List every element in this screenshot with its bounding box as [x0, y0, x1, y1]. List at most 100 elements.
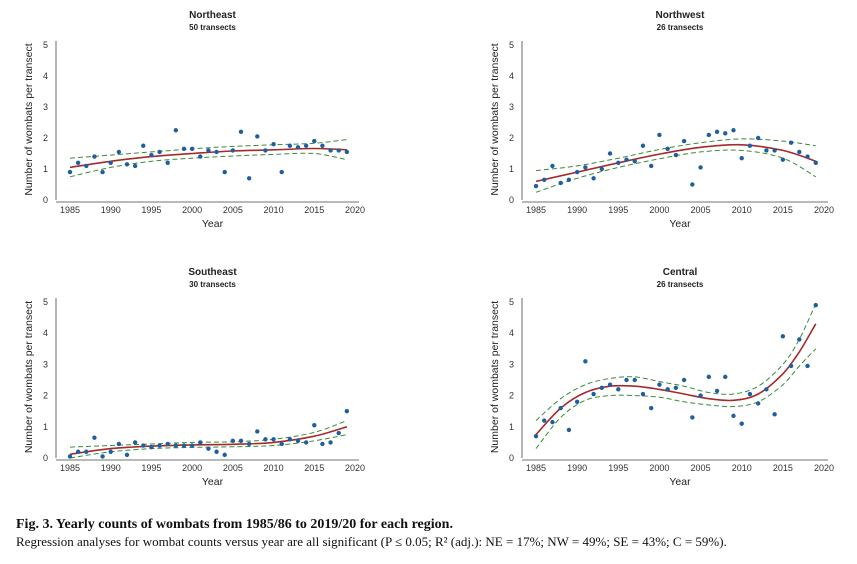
- x-axis-label: Year: [669, 218, 691, 230]
- x-tick-label: 1995: [608, 463, 628, 473]
- data-point: [624, 157, 629, 162]
- data-point: [640, 391, 646, 397]
- data-point: [132, 163, 138, 169]
- data-point: [271, 437, 276, 442]
- data-point: [788, 140, 794, 145]
- data-point: [255, 429, 260, 434]
- x-tick-label: 2010: [264, 205, 284, 215]
- data-point: [165, 160, 170, 165]
- y-tick-label: 4: [509, 328, 514, 338]
- data-point: [303, 143, 309, 148]
- data-point: [173, 443, 179, 448]
- caption-text: Regression analyses for wombat counts ve…: [16, 534, 727, 549]
- data-point: [690, 182, 695, 187]
- data-point: [230, 148, 236, 153]
- data-point: [805, 154, 810, 159]
- data-point: [533, 183, 539, 189]
- data-point: [173, 128, 179, 133]
- data-point: [279, 169, 284, 175]
- data-point: [772, 412, 777, 417]
- x-tick-label: 2005: [223, 205, 243, 215]
- x-tick-label: 2000: [649, 463, 669, 473]
- data-point: [698, 165, 703, 170]
- y-tick-label: 5: [509, 297, 514, 307]
- chart-panel-northeast: Northeast 50 transects 0 1 2 3 4 5 1985 1990 1995 2…: [23, 10, 365, 230]
- data-point: [238, 438, 244, 444]
- x-tick-label: 2015: [773, 205, 793, 215]
- y-tick-label: 1: [43, 422, 48, 432]
- data-point: [607, 382, 613, 387]
- data-point: [84, 163, 89, 169]
- data-point: [189, 146, 195, 152]
- y-tick-label: 4: [43, 71, 48, 81]
- data-point: [336, 430, 341, 436]
- data-point: [550, 163, 555, 169]
- data-point: [755, 135, 761, 141]
- data-point: [157, 149, 162, 155]
- data-point: [255, 134, 260, 139]
- data-point: [189, 443, 195, 448]
- data-point: [714, 129, 720, 134]
- data-point: [84, 449, 89, 454]
- x-tick-label: 2015: [773, 463, 793, 473]
- ci-upper-line: [535, 303, 817, 421]
- data-point: [780, 157, 786, 162]
- data-point: [100, 454, 105, 459]
- data-point: [230, 438, 236, 444]
- data-point: [108, 449, 113, 454]
- y-tick-label: 0: [43, 453, 48, 463]
- x-tick-label: 1990: [101, 205, 121, 215]
- data-point: [649, 405, 654, 411]
- data-point: [312, 138, 317, 144]
- data-point: [616, 387, 621, 392]
- y-axis-label: Number of wombats per transect: [489, 301, 501, 453]
- data-point: [788, 363, 794, 369]
- x-tick-label: 1995: [608, 205, 628, 215]
- data-point: [542, 418, 547, 423]
- y-tick-label: 2: [509, 133, 514, 143]
- data-point: [780, 334, 786, 339]
- panel-title: Northwest: [656, 10, 706, 21]
- data-point: [616, 160, 621, 165]
- data-point: [92, 435, 97, 440]
- data-point: [764, 387, 769, 392]
- data-point: [214, 149, 219, 155]
- data-point: [206, 446, 211, 451]
- data-point: [75, 449, 81, 454]
- x-tick-label: 1995: [141, 205, 161, 215]
- data-point: [805, 363, 810, 369]
- ci-upper-line: [535, 138, 816, 172]
- data-point: [747, 143, 753, 148]
- y-tick-label: 5: [43, 40, 48, 50]
- data-point: [591, 391, 596, 397]
- data-point: [336, 148, 341, 153]
- x-tick-label: 2005: [691, 463, 711, 473]
- x-tick-label: 2005: [223, 463, 243, 473]
- y-axis-label: Number of wombats per transect: [489, 43, 501, 195]
- y-tick-label: 2: [509, 391, 514, 401]
- y-tick-label: 1: [509, 422, 514, 432]
- chart-panel-central: Central 26 transects 0 1 2 3 4 5 1985 1990 1995 200…: [489, 267, 834, 488]
- data-point: [723, 131, 728, 136]
- data-point: [566, 177, 572, 183]
- data-point: [181, 443, 187, 448]
- data-point: [295, 145, 301, 150]
- data-point: [108, 160, 113, 165]
- data-point: [755, 401, 761, 406]
- data-point: [312, 423, 317, 428]
- x-tick-label: 2020: [814, 463, 834, 473]
- x-tick-label: 2020: [345, 205, 365, 215]
- x-tick-label: 2005: [691, 205, 711, 215]
- data-point: [673, 152, 679, 158]
- data-point: [246, 176, 252, 181]
- x-tick-label: 1990: [567, 463, 587, 473]
- data-point: [673, 385, 679, 390]
- data-point: [690, 415, 695, 420]
- data-point: [206, 148, 211, 153]
- regression-line: [535, 143, 817, 183]
- x-tick-label: 2010: [264, 463, 284, 473]
- data-point: [583, 165, 588, 170]
- data-point: [797, 337, 802, 342]
- x-tick-label: 2020: [345, 463, 365, 473]
- data-point: [295, 438, 301, 444]
